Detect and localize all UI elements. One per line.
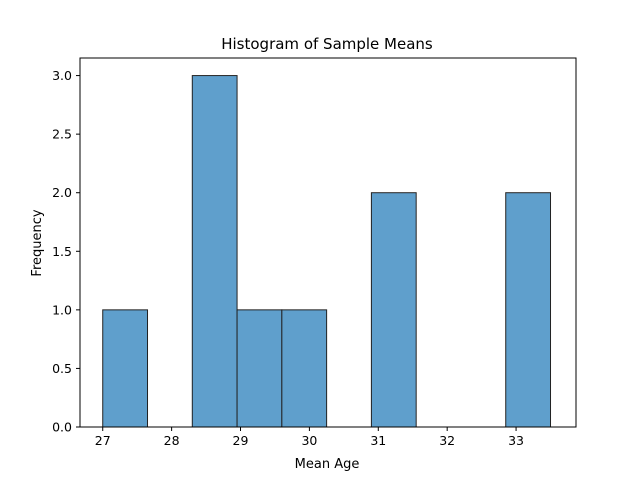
y-tick-label: 0.5 bbox=[52, 361, 72, 376]
histogram-bar bbox=[102, 309, 149, 428]
histogram-bar bbox=[370, 192, 417, 428]
x-axis-ticks: 27 28 29 30 31 32 33 bbox=[95, 427, 524, 448]
x-tick-label: 31 bbox=[370, 433, 386, 448]
y-axis-ticks: 0.0 0.5 1.0 1.5 2.0 2.5 3.0 bbox=[52, 68, 80, 435]
histogram-bars bbox=[102, 75, 552, 428]
y-tick-label: 2.5 bbox=[52, 127, 72, 142]
x-tick-label: 32 bbox=[439, 433, 455, 448]
y-tick-label: 3.0 bbox=[52, 68, 72, 83]
y-tick-label: 2.0 bbox=[52, 185, 72, 200]
x-tick-label: 28 bbox=[164, 433, 180, 448]
x-tick-label: 33 bbox=[508, 433, 524, 448]
x-tick-label: 29 bbox=[233, 433, 249, 448]
y-tick-label: 1.0 bbox=[52, 302, 72, 317]
x-axis-label: Mean Age bbox=[295, 457, 360, 472]
y-axis-label: Frequency bbox=[30, 209, 45, 276]
histogram-bar bbox=[281, 309, 328, 428]
x-tick-label: 27 bbox=[95, 433, 111, 448]
y-tick-label: 0.0 bbox=[52, 420, 72, 435]
chart-title: Histogram of Sample Means bbox=[221, 35, 433, 53]
plot-frame bbox=[79, 57, 577, 428]
histogram-bar bbox=[191, 75, 238, 428]
histogram-bar bbox=[505, 192, 552, 428]
x-tick-label: 30 bbox=[301, 433, 317, 448]
histogram-bar bbox=[236, 309, 283, 428]
y-tick-label: 1.5 bbox=[52, 244, 72, 259]
